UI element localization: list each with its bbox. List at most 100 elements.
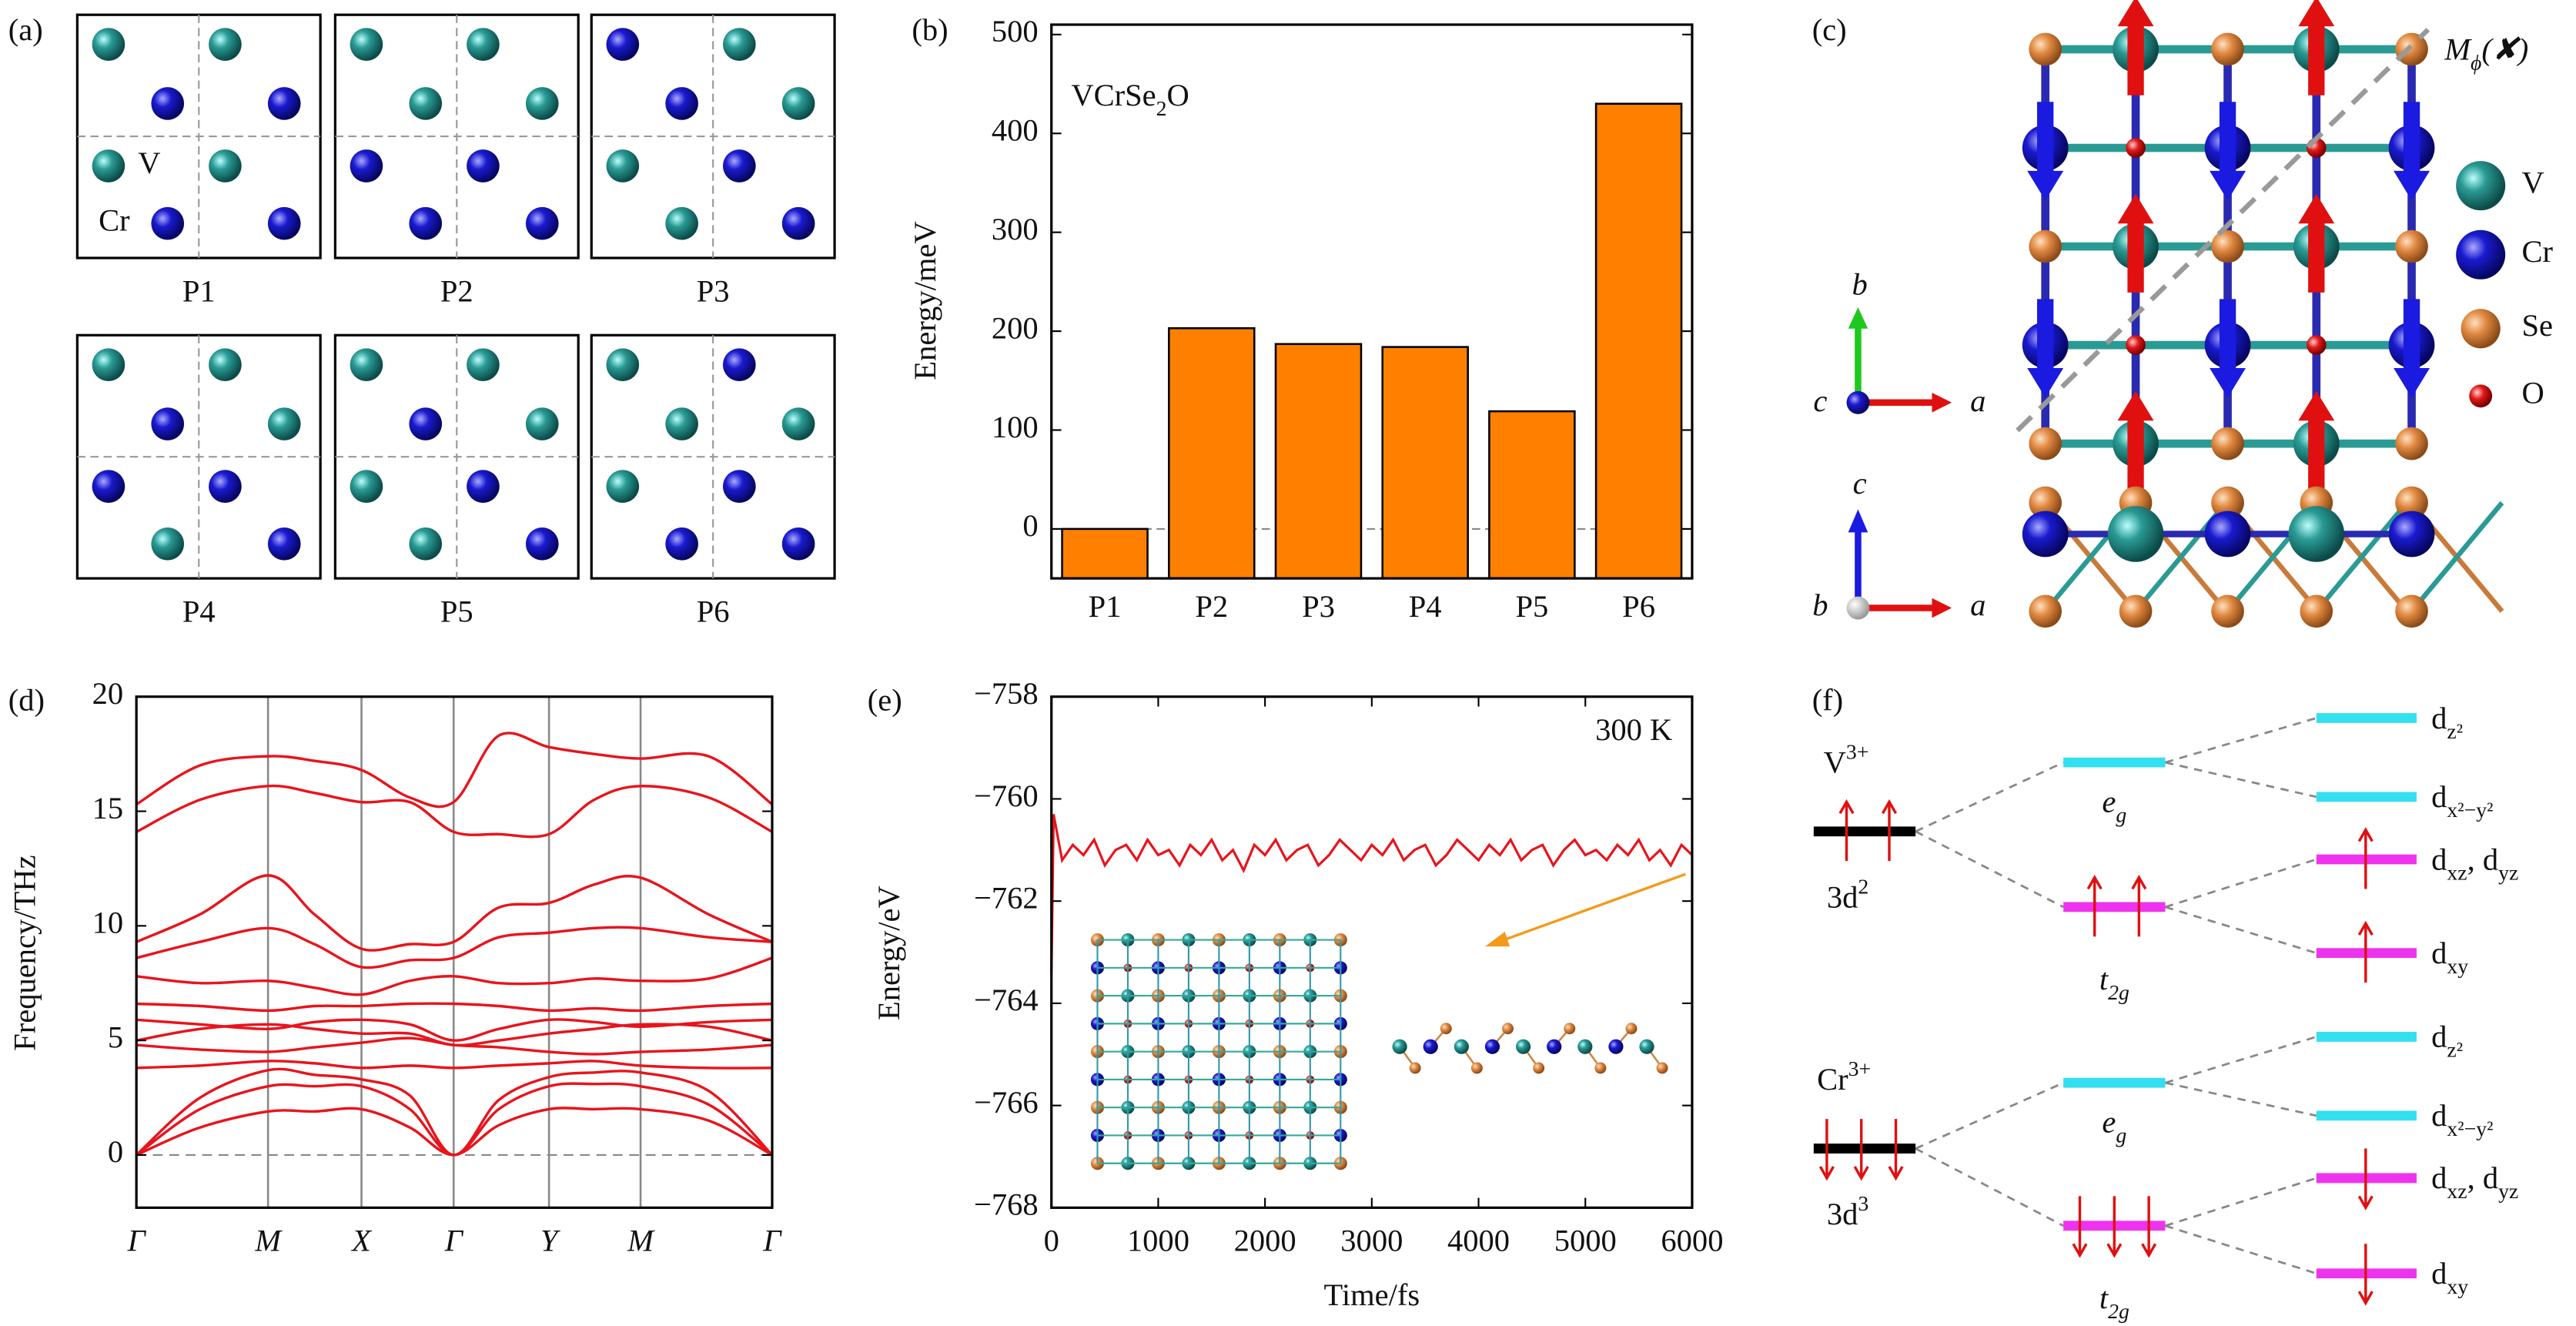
- level-label: dxy: [2431, 936, 2468, 978]
- y-tick-label: 400: [992, 113, 1039, 148]
- axis-label: a: [1970, 383, 1986, 418]
- x-tick-label: Y: [540, 1224, 561, 1258]
- text-part: d: [2431, 779, 2447, 814]
- atom: [92, 28, 125, 61]
- x-tick-label: P2: [1195, 589, 1228, 624]
- atom: [525, 527, 559, 561]
- text-part: t: [2099, 962, 2109, 996]
- axis-label: b: [1852, 267, 1867, 302]
- atom: [781, 87, 815, 120]
- x-tick-label: P6: [1622, 589, 1655, 624]
- arrow-head: [1818, 1166, 1835, 1181]
- atom: [151, 206, 185, 240]
- band-line: [136, 1060, 772, 1070]
- connector: [1915, 830, 2064, 909]
- connector: [1915, 1147, 2064, 1227]
- atom: [92, 149, 125, 182]
- atom: [409, 87, 443, 120]
- connector: [2165, 761, 2317, 799]
- inset-atom: [1564, 1023, 1576, 1035]
- axis-head: [1848, 509, 1868, 533]
- band-line: [136, 956, 773, 996]
- text-part: x²−y²: [2447, 798, 2493, 822]
- inset-atom: [1502, 1023, 1514, 1035]
- inset-atom: [1639, 1039, 1654, 1054]
- y-tick-label: 15: [92, 791, 124, 825]
- atom: [350, 348, 383, 382]
- x-axis-label: Time/fs: [1323, 1277, 1420, 1312]
- arrow-head: [1853, 1166, 1869, 1181]
- text-part: O: [1167, 78, 1189, 112]
- moment-down: [2027, 102, 2064, 201]
- atom-se: [2211, 427, 2244, 460]
- text-part: 3+: [1846, 739, 1869, 763]
- atom-se: [2211, 486, 2244, 520]
- connector: [2165, 1177, 2317, 1227]
- config-label: P2: [440, 273, 473, 308]
- inset-atom: [1625, 1023, 1638, 1035]
- atom: [525, 407, 559, 440]
- atom: [722, 348, 756, 382]
- band-line: [136, 1002, 773, 1013]
- atom: [350, 149, 383, 182]
- t2g-label: t2g: [2099, 962, 2129, 1004]
- md-line: [1050, 814, 1694, 973]
- text-part: 3d: [1827, 880, 1858, 915]
- axis-origin: [1846, 596, 1870, 620]
- config-label: P4: [182, 594, 216, 628]
- connector: [2165, 1081, 2317, 1117]
- moment-down: [2394, 299, 2430, 398]
- atom-cr: [2388, 511, 2435, 558]
- atom: [467, 28, 500, 61]
- text-part: 2g: [2108, 980, 2129, 1004]
- atom: [350, 28, 383, 61]
- config-label: 3d2: [1827, 874, 1868, 914]
- legend-swatch: [2469, 384, 2493, 408]
- level-label: dz²: [2431, 1020, 2463, 1062]
- text-part: e: [2102, 785, 2116, 819]
- atom: [722, 149, 756, 182]
- atom-se: [2395, 32, 2428, 66]
- connector: [2165, 717, 2317, 764]
- arrow-head: [2357, 920, 2374, 936]
- band-line: [135, 784, 773, 839]
- text-part: t: [2099, 1281, 2109, 1315]
- text-part: , d: [2467, 1161, 2499, 1196]
- panel-label: (f): [1812, 683, 1844, 718]
- eg-label: eg: [2102, 1105, 2126, 1147]
- atom-se: [2211, 32, 2244, 66]
- atom: [722, 470, 756, 503]
- atom: [722, 28, 756, 61]
- y-tick-label: −768: [974, 1187, 1039, 1222]
- band-line: [135, 926, 773, 969]
- inset-atom: [1577, 1039, 1593, 1054]
- atom: [209, 348, 242, 382]
- y-axis-label: Energy/eV: [871, 886, 906, 1020]
- text-part: yz: [2498, 1179, 2518, 1203]
- text-part: d: [2431, 936, 2447, 970]
- inset-atom: [1608, 1039, 1624, 1054]
- plot-frame: [1050, 695, 1694, 1209]
- x-tick-label: 4000: [1447, 1224, 1510, 1258]
- moment-up: [2117, 0, 2154, 95]
- y-tick-label: 10: [92, 906, 124, 940]
- config-label: P6: [697, 594, 730, 628]
- band-line: [135, 874, 773, 952]
- y-tick-label: −764: [974, 983, 1039, 1017]
- x-tick-label: 3000: [1340, 1224, 1403, 1258]
- atom-se: [2211, 229, 2244, 263]
- moment-up: [2298, 390, 2335, 490]
- arrow-head: [1881, 799, 1897, 815]
- arrow-head: [2106, 1243, 2123, 1258]
- atom-se: [2029, 594, 2062, 628]
- arrow-head: [2072, 1243, 2088, 1258]
- moment-down: [2394, 102, 2430, 201]
- text-part: d: [2431, 1098, 2447, 1133]
- bar: [1168, 326, 1256, 580]
- text-part: , d: [2467, 842, 2499, 877]
- atom-o: [2126, 335, 2146, 355]
- text-part: (✘): [2481, 32, 2528, 67]
- band-line: [136, 1036, 773, 1056]
- text-part: M: [2444, 32, 2472, 67]
- x-tick-label: X: [350, 1224, 373, 1258]
